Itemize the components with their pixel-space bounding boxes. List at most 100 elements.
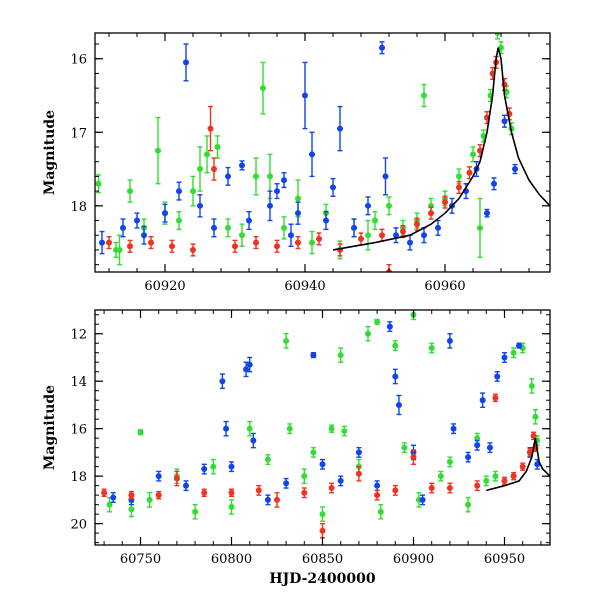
data-point <box>128 492 135 499</box>
data-point <box>379 232 385 239</box>
data-point <box>374 318 381 325</box>
data-point <box>446 458 453 465</box>
data-point <box>274 243 280 250</box>
data-point <box>281 224 287 231</box>
y-tick-label: 12 <box>70 328 87 343</box>
data-point <box>316 235 322 242</box>
data-point <box>401 444 408 451</box>
data-point <box>106 501 113 508</box>
x-axis-title: HJD-2400000 <box>269 571 376 587</box>
data-point <box>225 224 231 231</box>
data-point <box>267 202 273 209</box>
data-point <box>239 232 245 239</box>
data-point <box>510 349 517 356</box>
series-red <box>106 55 513 272</box>
data-point <box>190 246 196 253</box>
data-point <box>532 413 539 420</box>
data-point <box>246 361 253 368</box>
data-point <box>526 449 533 456</box>
data-point <box>486 444 493 451</box>
data-point <box>155 147 161 154</box>
data-point <box>484 210 490 217</box>
data-point <box>435 224 441 231</box>
data-point <box>528 382 535 389</box>
data-point <box>374 482 381 489</box>
data-point <box>483 477 490 484</box>
data-point <box>456 173 462 180</box>
data-point <box>465 501 472 508</box>
data-point <box>120 224 126 231</box>
data-point <box>442 199 448 206</box>
data-point <box>176 217 182 224</box>
data-point <box>386 323 393 330</box>
data-point <box>519 463 526 470</box>
data-point <box>365 202 371 209</box>
data-point <box>498 44 504 51</box>
data-point <box>253 239 259 246</box>
data-point <box>377 508 384 515</box>
data-point <box>479 397 486 404</box>
data-point <box>301 473 308 480</box>
data-point <box>283 337 290 344</box>
series-red <box>101 393 539 539</box>
data-point <box>246 217 252 224</box>
data-point <box>286 425 293 432</box>
data-point <box>330 184 336 191</box>
y-tick-label: 20 <box>70 518 87 533</box>
data-point <box>183 59 189 66</box>
data-point <box>192 508 199 515</box>
data-point <box>337 125 343 132</box>
data-point <box>106 239 112 246</box>
data-point <box>295 239 301 246</box>
x-tick-label: 60940 <box>284 279 325 294</box>
data-point <box>309 151 315 158</box>
data-point <box>446 485 453 492</box>
data-point <box>393 232 399 239</box>
data-point <box>337 352 344 359</box>
data-point <box>379 44 385 51</box>
data-point <box>410 454 417 461</box>
data-point <box>365 330 371 337</box>
data-point <box>210 463 217 470</box>
data-point <box>110 494 117 501</box>
data-point <box>310 352 317 359</box>
data-point <box>446 337 453 344</box>
panel-top: 60920 60940 60960 16 17 18 Magnitude <box>42 32 551 294</box>
data-point <box>295 195 301 202</box>
y-tick-label: 14 <box>70 375 87 390</box>
data-point <box>173 475 180 482</box>
data-point <box>319 527 326 534</box>
data-point <box>512 166 518 173</box>
data-point <box>148 239 154 246</box>
data-point <box>392 373 399 380</box>
data-point <box>510 473 517 480</box>
data-point <box>274 188 280 195</box>
data-point <box>223 425 230 432</box>
data-point <box>372 217 378 224</box>
x-tick-label: 60800 <box>211 552 252 567</box>
data-point <box>264 456 271 463</box>
x-tick-label: 60900 <box>393 552 434 567</box>
model-curve <box>332 47 550 251</box>
data-point <box>470 151 476 158</box>
data-point <box>239 162 245 169</box>
x-tick-label: 60850 <box>302 552 343 567</box>
data-point <box>465 454 472 461</box>
y-tick-label: 17 <box>70 126 87 141</box>
panel-bottom: 60750 60800 60850 60900 60950 12 14 16 18 20 Magni… <box>42 309 551 587</box>
data-point <box>260 85 266 92</box>
data-point <box>207 125 214 132</box>
data-point <box>501 477 508 484</box>
data-point <box>494 373 501 380</box>
data-point <box>428 210 434 217</box>
data-point <box>99 239 105 246</box>
data-point <box>141 232 147 239</box>
data-point <box>474 435 481 442</box>
y-axis-title: Magnitude <box>42 385 58 470</box>
data-point <box>228 463 235 470</box>
data-point <box>183 482 189 489</box>
data-point <box>355 470 362 477</box>
data-point <box>197 166 203 173</box>
y-tick-label: 18 <box>70 200 87 215</box>
